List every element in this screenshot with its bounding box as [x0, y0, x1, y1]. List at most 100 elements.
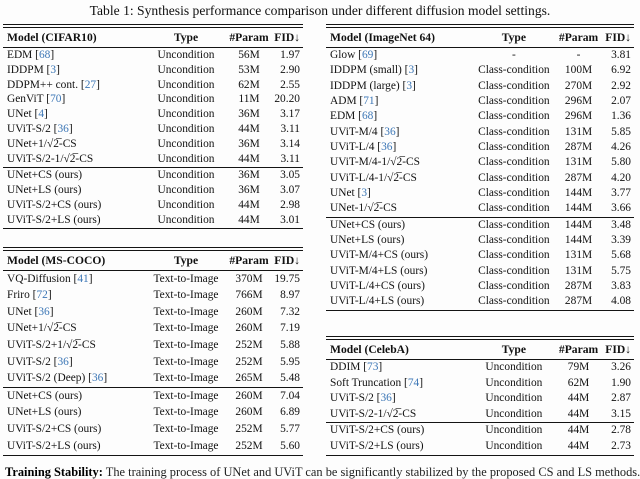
citation-link[interactable]: 73: [367, 361, 379, 374]
table-celeba: Model (CelebA) Type #Param FID↓ DDIM [73] Unc…: [326, 336, 634, 456]
citation-link[interactable]: 36: [384, 125, 396, 138]
fid-cell: 3.14: [280, 138, 300, 151]
model-cell: UViT-M/4-1/√2̅-CS: [330, 156, 420, 169]
citation-link[interactable]: 3: [406, 79, 413, 92]
model-cell: GenViT [70]: [7, 93, 66, 106]
table-row: UViT-L/4+CS (ours) Class-condition 287M 3.8…: [326, 279, 634, 294]
column-header: Type: [144, 28, 228, 48]
type-cell: Text-to-Image: [153, 406, 219, 419]
table-row: UViT-S/2 (Deep) [36] Text-to-Image 265M 5.4…: [3, 371, 303, 388]
param-cell: 296M: [564, 110, 593, 123]
model-cell: UNet+CS (ours): [3, 387, 144, 405]
citation-link[interactable]: 3: [361, 187, 368, 200]
type-cell: Class-condition: [478, 125, 550, 138]
type-cell: Uncondition: [485, 392, 543, 405]
type-cell: Class-condition: [478, 264, 550, 277]
model-cell: UViT-L/4+LS (ours): [330, 295, 425, 308]
param-cell: 287M: [564, 171, 593, 184]
table-row: UViT-S/2+CS (ours) Uncondition 44M 2.98: [3, 198, 303, 213]
type-cell: Uncondition: [144, 167, 228, 184]
table-top-rule: [326, 24, 634, 28]
table-row: IDDPM (large) [3] Class-condition 270M 2.92: [326, 79, 634, 94]
fid-cell: 4.20: [611, 171, 631, 184]
fid-cell: 2.92: [611, 79, 631, 92]
fid-cell: 3.05: [270, 167, 303, 184]
param-cell: 144M: [564, 202, 593, 215]
table-imagenet64: Model (ImageNet 64) Type #Param FID↓ Glow [6…: [326, 24, 634, 311]
table-row: UViT-S/2+1/√2̅-CS Text-to-Image 252M 5.88: [3, 337, 303, 354]
fid-cell: 3.26: [611, 361, 631, 374]
model-cell: UViT-S/2 (Deep) [36]: [7, 372, 108, 385]
type-cell: Text-to-Image: [153, 305, 219, 318]
table-row: IDDPM [3] Uncondition 53M 2.90: [3, 63, 303, 78]
type-cell: Class-condition: [478, 79, 550, 92]
type-cell: Class-condition: [478, 156, 550, 169]
model-cell: UViT-M/4 [36]: [330, 125, 400, 138]
fid-cell: 5.88: [280, 338, 300, 351]
fid-cell: 2.07: [611, 95, 631, 107]
type-cell: Class-condition: [478, 110, 550, 123]
fid-cell: 2.78: [600, 422, 634, 439]
citation-link[interactable]: 3: [50, 63, 57, 76]
table-row: GenViT [70] Uncondition 11M 20.20: [3, 93, 303, 108]
param-cell: 131M: [564, 156, 593, 169]
citation-link[interactable]: 36: [57, 123, 69, 136]
citation-link[interactable]: 3: [408, 64, 415, 77]
citation-link[interactable]: 36: [381, 141, 393, 154]
paragraph-text: The training process of UNet and UViT ca…: [105, 465, 640, 479]
type-cell: Uncondition: [157, 78, 215, 91]
model-cell: UViT-S/2+LS (ours): [7, 439, 101, 452]
table-row: UViT-M/4+CS (ours) Class-condition 131M 5.6…: [326, 248, 634, 263]
citation-link[interactable]: 69: [361, 48, 374, 61]
type-cell: Text-to-Image: [153, 422, 219, 435]
table-row: Soft Truncation [74] Uncondition 62M 1.90: [326, 376, 634, 392]
table-row: VQ-Diffusion [41] Text-to-Image 370M 19.75: [3, 271, 303, 288]
citation-link[interactable]: 41: [77, 272, 89, 285]
model-cell: UViT-S/2-1/√2̅-CS: [7, 152, 94, 165]
citation-link[interactable]: 70: [50, 93, 62, 106]
table-row: IDDPM (small) [3] Class-condition 100M 6.92: [326, 63, 634, 78]
param-cell: 44M: [238, 198, 260, 211]
citation-link[interactable]: 36: [38, 305, 50, 318]
citation-link[interactable]: 74: [407, 376, 420, 389]
column-header: Type: [470, 340, 557, 360]
param-cell: 144M: [556, 216, 601, 234]
type-cell: Class-condition: [478, 171, 550, 184]
table-row: UNet-1/√2̅-CS Class-condition 144M 3.66: [326, 201, 634, 217]
param-cell: 11M: [238, 93, 260, 106]
citation-link[interactable]: 68: [38, 48, 51, 61]
fid-cell: 19.75: [274, 272, 300, 285]
param-cell: 265M: [235, 372, 263, 385]
table-row: ADM [71] Class-condition 296M 2.07: [326, 94, 634, 109]
fid-cell: 3.66: [611, 202, 631, 215]
citation-link[interactable]: 4: [38, 108, 45, 121]
table-row: UViT-L/4-1/√2̅-CS Class-condition 287M 4.20: [326, 171, 634, 186]
column-header: Model (ImageNet 64): [326, 28, 471, 48]
type-cell: Uncondition: [157, 152, 215, 165]
param-cell: 370M: [235, 272, 263, 285]
citation-link[interactable]: 36: [91, 372, 104, 385]
model-cell: DDPM++ cont. [27]: [7, 78, 100, 91]
type-cell: Uncondition: [485, 407, 543, 420]
table-top-rule: [3, 24, 303, 28]
model-cell: UViT-L/4-1/√2̅-CS: [330, 171, 417, 184]
type-cell: Class-condition: [470, 216, 557, 234]
citation-link[interactable]: 36: [57, 355, 69, 368]
citation-link[interactable]: 27: [84, 78, 97, 91]
param-cell: 44M: [238, 152, 260, 165]
fid-cell: 20.20: [274, 93, 300, 106]
type-cell: Text-to-Image: [153, 338, 219, 351]
fid-cell: 5.48: [280, 372, 300, 385]
type-cell: Text-to-Image: [153, 322, 219, 335]
fid-cell: 4.08: [611, 295, 631, 308]
citation-link[interactable]: 36: [380, 392, 392, 405]
param-cell: 260M: [235, 322, 263, 335]
citation-link[interactable]: 68: [361, 110, 374, 123]
fid-cell: 3.48: [600, 216, 634, 234]
citation-link[interactable]: 72: [36, 289, 48, 302]
header-row: Model (CIFAR10) Type #Param FID↓: [3, 28, 303, 48]
model-cell: UViT-S/2 [36]: [7, 355, 73, 368]
citation-link[interactable]: 71: [363, 95, 375, 107]
fid-cell: 2.98: [280, 198, 300, 211]
param-cell: 44M: [238, 123, 260, 136]
